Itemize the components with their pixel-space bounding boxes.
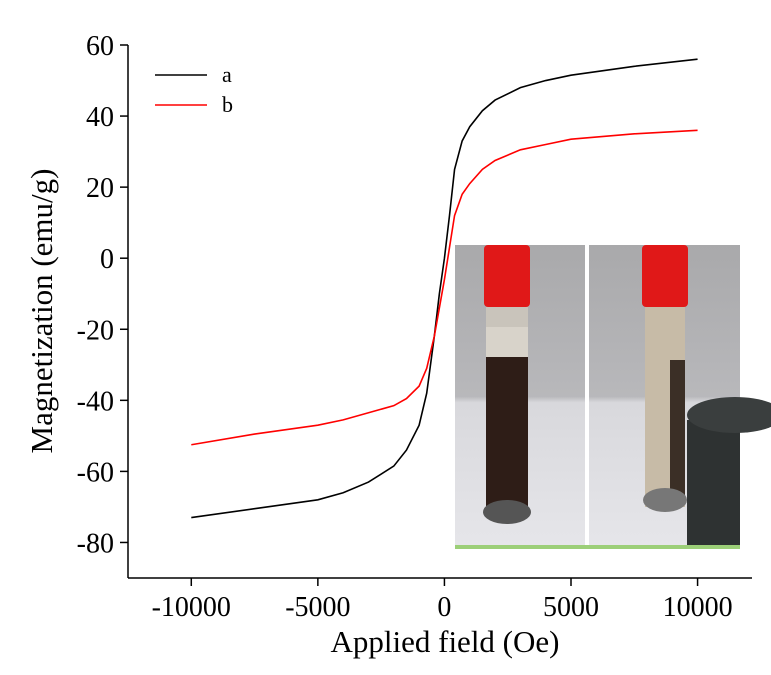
y-tick-label: 20 — [86, 173, 114, 204]
x-tick-label: 10000 — [663, 592, 733, 623]
x-axis-title: Applied field (Oe) — [331, 624, 560, 659]
y-tick-label: -60 — [77, 457, 114, 488]
inset-photo — [455, 245, 771, 549]
series-line — [191, 129, 698, 446]
y-tick-label: -20 — [77, 315, 114, 346]
y-tick-label: -40 — [77, 386, 114, 417]
legend-label: b — [222, 92, 233, 117]
y-axis-title: Magnetization (emu/g) — [24, 169, 59, 454]
x-tick-label: -10000 — [152, 592, 231, 623]
x-tick-label: -5000 — [285, 592, 350, 623]
y-tick-label: 40 — [86, 102, 114, 133]
y-tick-label: 60 — [86, 31, 114, 62]
x-tick-label: 0 — [437, 592, 451, 623]
legend-label: a — [222, 62, 232, 87]
x-tick-label: 5000 — [543, 592, 599, 623]
series-line — [191, 58, 698, 519]
y-tick-label: 0 — [100, 244, 114, 275]
y-tick-label: -80 — [77, 528, 114, 559]
